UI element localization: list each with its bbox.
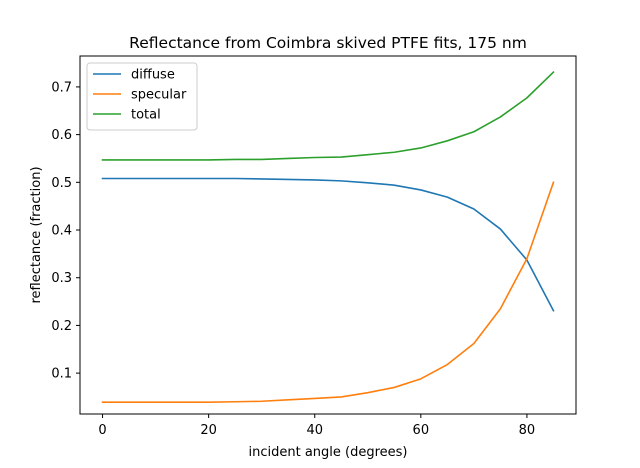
legend-label-specular: specular [131,88,187,103]
x-tick-label: 60 [413,423,430,438]
y-tick-label: 0.7 [51,80,72,95]
x-tick-label: 40 [306,423,323,438]
y-tick-label: 0.6 [51,128,72,143]
x-tick-label: 0 [98,423,106,438]
series-line-total [101,70,555,161]
series-line-specular [101,181,555,404]
y-tick-label: 0.2 [51,319,72,334]
legend: diffuse specular total [86,62,198,131]
x-tick-label: 80 [519,423,536,438]
legend-label-diffuse: diffuse [131,68,175,83]
y-axis-label: reflectance (fraction) [29,166,44,303]
y-tick-label: 0.3 [51,271,72,286]
chart-title: Reflectance from Coimbra skived PTFE fit… [129,34,527,52]
y-tick-label: 0.5 [51,176,72,191]
axis-layer: 0 20 40 60 80 0.1 0.2 0.3 0.4 0.5 0.6 0.7 [51,80,535,438]
x-axis-label: incident angle (degrees) [248,445,407,460]
y-tick-label: 0.4 [51,224,72,239]
x-tick-label: 20 [200,423,217,438]
y-tick-label: 0.1 [51,367,72,382]
series-layer [101,70,555,404]
legend-label-total: total [131,108,161,123]
plot-frame [79,55,577,415]
series-line-diffuse [101,177,555,312]
